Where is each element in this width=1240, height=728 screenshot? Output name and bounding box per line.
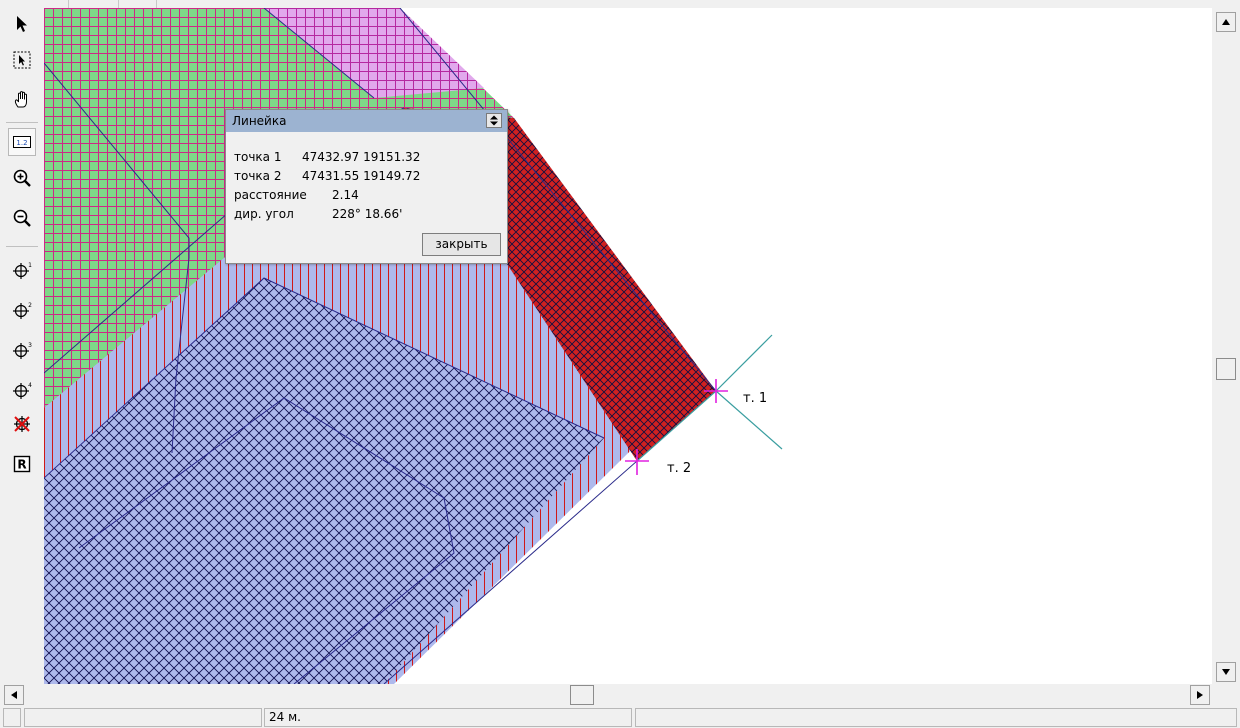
arrow-right-icon <box>1197 691 1203 699</box>
arrow-down-icon <box>1222 669 1230 675</box>
zoom-in-tool[interactable] <box>8 164 36 192</box>
measure-lines <box>636 334 783 462</box>
svg-text:1: 1 <box>28 262 32 269</box>
map-canvas[interactable]: т. 1 т. 2 <box>44 8 1212 684</box>
pan-hand-icon <box>14 91 27 108</box>
point-2-marker <box>625 449 649 475</box>
ruler-dialog[interactable]: Линейка точка 1 47432.97 19151.32 точка … <box>225 109 508 264</box>
svg-text:1.2: 1.2 <box>16 139 27 147</box>
arrow-up-icon <box>1222 19 1230 25</box>
point-1-tool[interactable]: 1 <box>8 256 36 284</box>
point-1-marker <box>704 379 728 403</box>
ruler-distance-label: расстояние <box>234 188 307 202</box>
ruler-angle-value: 228° 18.66' <box>332 207 403 221</box>
point-2-icon: 2 <box>13 302 32 319</box>
scroll-up-button[interactable] <box>1216 12 1236 32</box>
ruler-point1-label: точка 1 <box>234 150 282 164</box>
delete-points-icon <box>14 416 30 432</box>
ruler-title-bar[interactable]: Линейка <box>226 110 507 132</box>
ruler-close-button[interactable]: закрыть <box>422 233 501 256</box>
status-bar: 24 м. <box>0 706 1240 728</box>
ruler-icon: 1.2 <box>13 136 31 148</box>
box-select-tool[interactable] <box>8 46 36 74</box>
horizontal-scrollbar[interactable] <box>0 684 1212 706</box>
r-icon: R <box>13 455 31 473</box>
point-2-tool[interactable]: 2 <box>8 296 36 324</box>
status-pane-1 <box>24 708 262 727</box>
ruler-angle-label: дир. угол <box>234 207 294 221</box>
point-4-tool[interactable]: 4 <box>8 376 36 404</box>
arrow-left-icon <box>11 691 17 699</box>
box-select-icon <box>13 51 31 69</box>
svg-text:3: 3 <box>28 342 32 349</box>
ruler-distance-value: 2.14 <box>332 188 359 202</box>
scroll-left-button[interactable] <box>4 685 24 705</box>
svg-text:4: 4 <box>28 382 32 389</box>
svg-text:2: 2 <box>28 302 32 309</box>
updown-arrows-icon <box>490 115 498 126</box>
parcel-magenta <box>264 8 484 98</box>
select-arrow-tool[interactable] <box>8 10 36 38</box>
point-4-icon: 4 <box>13 382 32 399</box>
select-arrow-icon <box>17 16 27 32</box>
parcel-crosshatch <box>44 278 604 684</box>
r-tool[interactable]: R <box>8 450 36 478</box>
status-pane-0 <box>3 708 21 727</box>
point-1-label: т. 1 <box>743 391 768 406</box>
ruler-point2-value: 47431.55 19149.72 <box>302 169 421 183</box>
zoom-in-icon <box>13 169 31 187</box>
delete-points-tool[interactable] <box>8 410 36 438</box>
left-toolbar: 1.2 1 2 <box>0 8 44 684</box>
point-3-tool[interactable]: 3 <box>8 336 36 364</box>
ruler-title: Линейка <box>232 114 287 128</box>
scroll-corner <box>1212 684 1240 706</box>
pan-hand-tool[interactable] <box>8 86 36 114</box>
ruler-point2-label: точка 2 <box>234 169 282 183</box>
status-scale: 24 м. <box>264 708 632 727</box>
svg-text:R: R <box>17 458 26 472</box>
status-pane-3 <box>635 708 1237 727</box>
scroll-down-button[interactable] <box>1216 662 1236 682</box>
zoom-out-icon <box>13 209 31 227</box>
ruler-collapse-button[interactable] <box>486 113 502 128</box>
horizontal-scroll-thumb[interactable] <box>570 685 594 705</box>
vertical-scroll-thumb[interactable] <box>1216 358 1236 380</box>
point-3-icon: 3 <box>13 342 32 359</box>
ruler-point1-value: 47432.97 19151.32 <box>302 150 421 164</box>
vertical-scrollbar[interactable] <box>1212 8 1240 684</box>
point-1-icon: 1 <box>13 262 32 279</box>
point-2-label: т. 2 <box>667 461 692 476</box>
zoom-out-tool[interactable] <box>8 204 36 232</box>
ruler-tool[interactable]: 1.2 <box>8 128 36 156</box>
scroll-right-button[interactable] <box>1190 685 1210 705</box>
